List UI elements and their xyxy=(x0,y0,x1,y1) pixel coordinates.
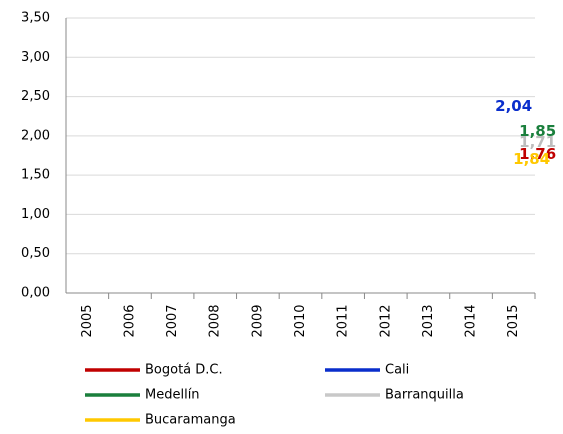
legend-label: Cali xyxy=(385,363,409,378)
x-tick-label: 2007 xyxy=(165,304,180,337)
y-tick-label: 0,00 xyxy=(21,286,50,301)
x-tick-label: 2010 xyxy=(293,304,308,337)
data-label: 1,85 xyxy=(519,122,556,140)
legend-label: Medellín xyxy=(145,388,200,403)
data-label: 1,71 xyxy=(519,133,556,151)
y-tick-label: 1,50 xyxy=(21,168,50,183)
y-tick-label: 2,00 xyxy=(21,128,50,143)
x-tick-label: 2012 xyxy=(378,304,393,337)
y-tick-label: 1,00 xyxy=(21,207,50,222)
x-tick-label: 2013 xyxy=(421,304,436,337)
legend-label: Barranquilla xyxy=(385,388,464,403)
legend-label: Bogotá D.C. xyxy=(145,363,223,378)
y-tick-label: 0,50 xyxy=(21,246,50,261)
x-tick-label: 2006 xyxy=(122,304,137,337)
x-tick-label: 2011 xyxy=(336,304,351,337)
x-tick-label: 2008 xyxy=(208,304,223,337)
data-label: 2,04 xyxy=(495,97,532,115)
data-label: 1,76 xyxy=(519,145,556,163)
x-tick-label: 2009 xyxy=(250,304,265,337)
y-tick-label: 2,50 xyxy=(21,89,50,104)
x-tick-label: 2014 xyxy=(464,304,479,337)
x-tick-label: 2015 xyxy=(506,304,521,337)
x-tick-label: 2005 xyxy=(80,304,95,337)
y-tick-label: 3,50 xyxy=(21,11,50,26)
y-tick-label: 3,00 xyxy=(21,50,50,65)
legend-label: Bucaramanga xyxy=(145,413,236,428)
data-label: 1,84 xyxy=(513,150,550,168)
